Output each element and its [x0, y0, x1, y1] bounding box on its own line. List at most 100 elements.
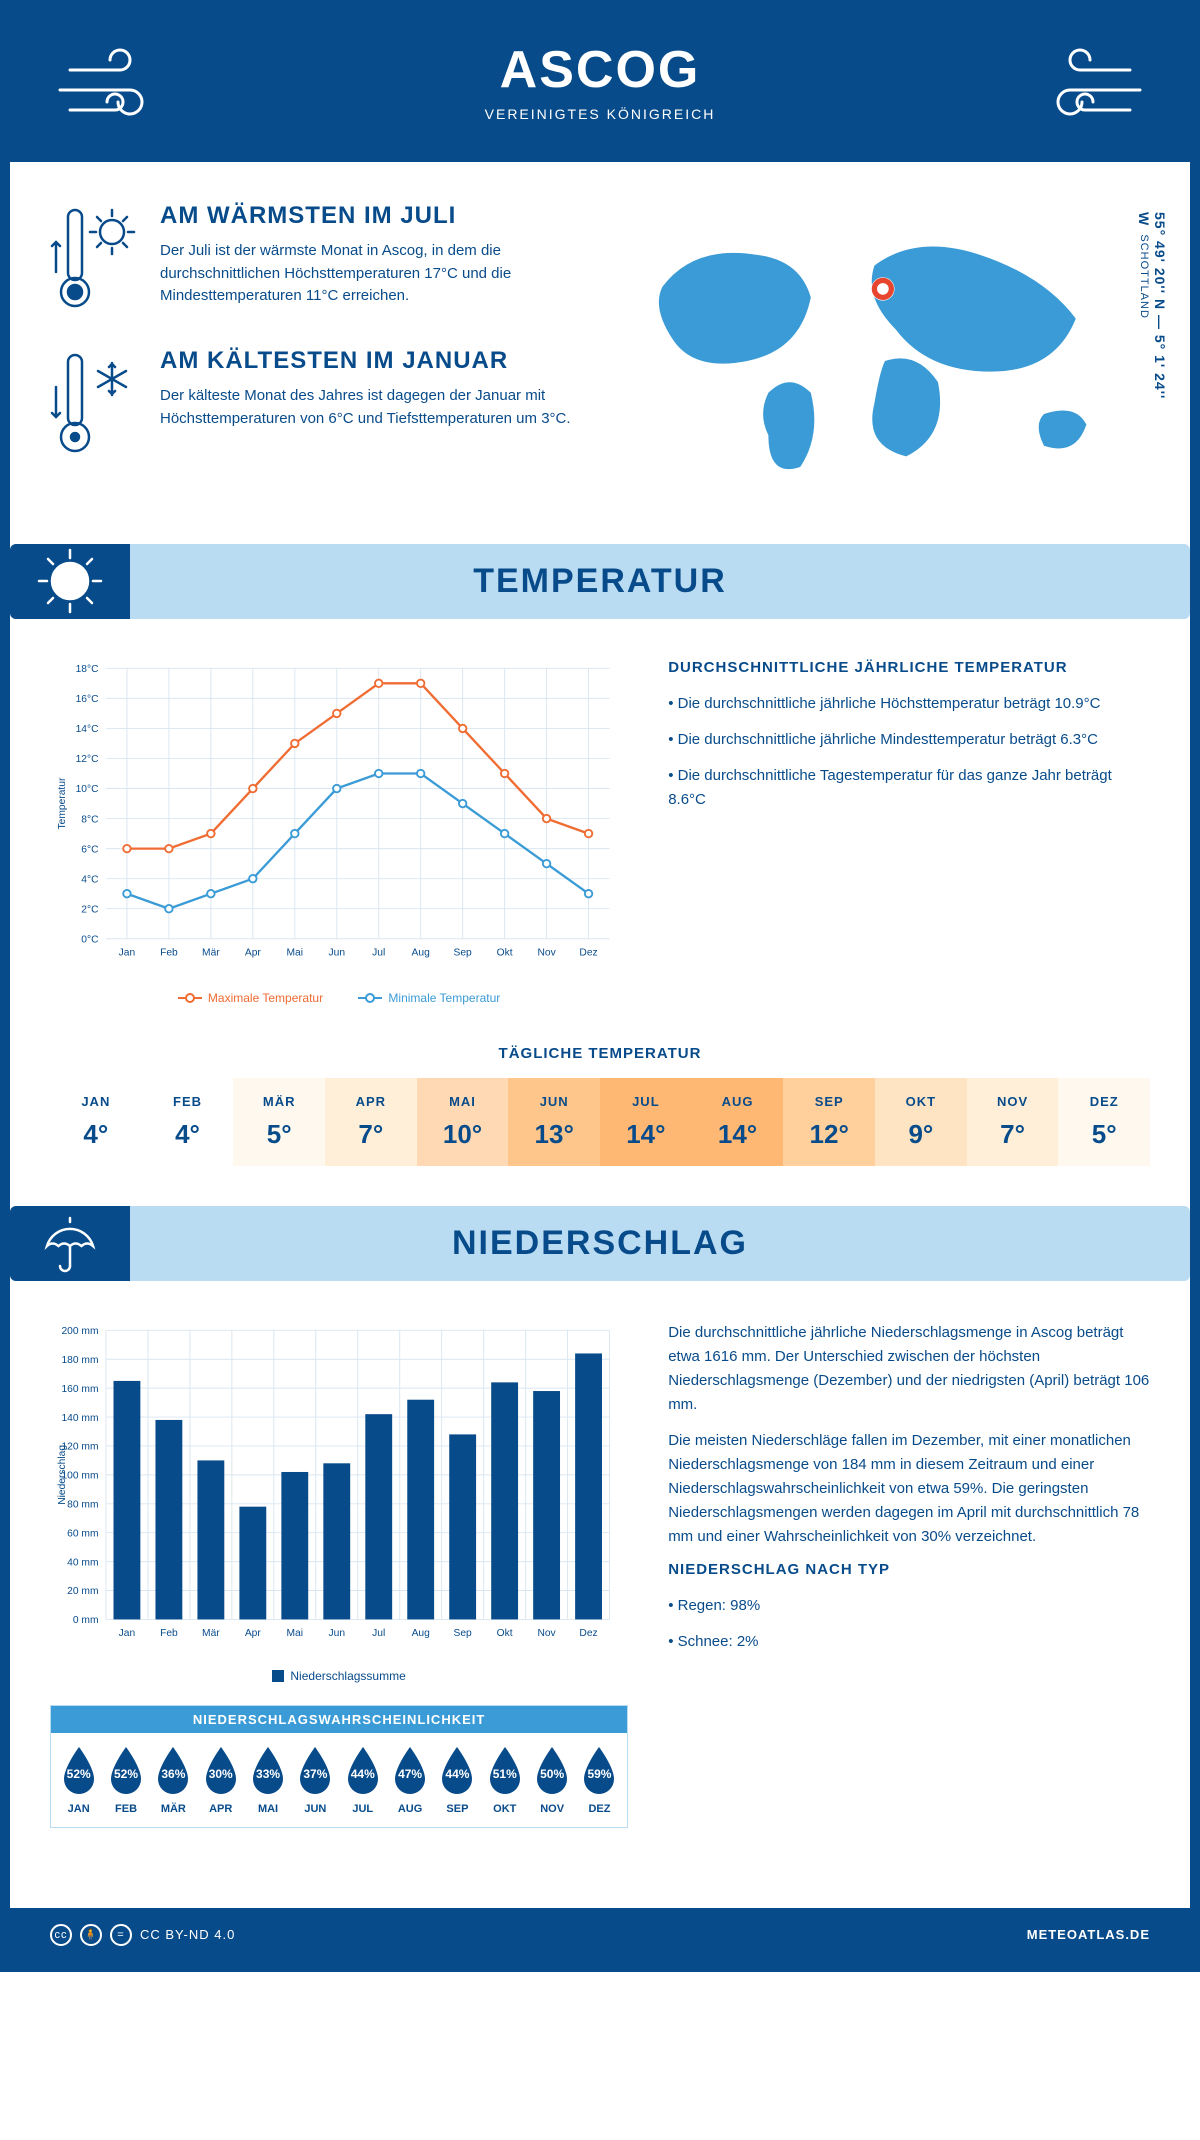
daily-temperature-cell: JUN13°: [508, 1078, 600, 1166]
svg-text:18°C: 18°C: [76, 664, 100, 675]
temperature-summary: DURCHSCHNITTLICHE JÄHRLICHE TEMPERATUR D…: [668, 659, 1150, 1005]
license-text: CC BY-ND 4.0: [140, 1927, 235, 1942]
svg-text:Jul: Jul: [372, 1628, 385, 1639]
intro-row: AM WÄRMSTEN IM JULI Der Juli ist der wär…: [50, 202, 1150, 504]
header: ASCOG VEREINIGTES KÖNIGREICH: [10, 10, 1190, 162]
svg-text:Sep: Sep: [454, 1628, 473, 1639]
svg-text:180 mm: 180 mm: [61, 1355, 98, 1366]
svg-text:Jul: Jul: [372, 947, 385, 958]
svg-text:12°C: 12°C: [76, 754, 100, 765]
warmest-block: AM WÄRMSTEN IM JULI Der Juli ist der wär…: [50, 202, 580, 317]
probability-cell: 33%MAI: [244, 1745, 291, 1815]
daily-temperature-cell: DEZ5°: [1058, 1078, 1150, 1166]
svg-text:Niederschlag: Niederschlag: [57, 1445, 68, 1505]
svg-text:Feb: Feb: [160, 1628, 178, 1639]
svg-text:Okt: Okt: [497, 947, 513, 958]
svg-text:20 mm: 20 mm: [67, 1586, 98, 1597]
probability-cell: 59%DEZ: [576, 1745, 623, 1815]
world-map-block: 55° 49' 20'' N — 5° 1' 24'' W SCHOTTLAND: [620, 202, 1150, 504]
svg-text:Mär: Mär: [202, 1628, 220, 1639]
probability-cell: 52%JAN: [55, 1745, 102, 1815]
svg-text:Jun: Jun: [328, 947, 345, 958]
svg-text:8°C: 8°C: [81, 814, 99, 825]
daily-temperature-cell: JAN4°: [50, 1078, 142, 1166]
probability-cell: 47%AUG: [386, 1745, 433, 1815]
page-title: ASCOG: [50, 40, 1150, 100]
svg-text:Mai: Mai: [287, 947, 304, 958]
precipitation-paragraph: Die durchschnittliche jährliche Niedersc…: [668, 1321, 1150, 1417]
temperature-legend: Maximale Temperatur Minimale Temperatur: [50, 988, 628, 1005]
svg-text:Mai: Mai: [287, 1628, 304, 1639]
precipitation-paragraph: Die meisten Niederschläge fallen im Deze…: [668, 1429, 1150, 1549]
wind-icon: [1030, 40, 1150, 145]
precipitation-probability-box: NIEDERSCHLAGSWAHRSCHEINLICHKEIT 52%JAN52…: [50, 1705, 628, 1828]
wind-icon: [50, 40, 170, 145]
svg-text:Temperatur: Temperatur: [57, 777, 68, 829]
svg-text:Dez: Dez: [579, 1628, 597, 1639]
site-name: METEOATLAS.DE: [1027, 1927, 1150, 1942]
svg-text:Apr: Apr: [245, 947, 262, 958]
warmest-title: AM WÄRMSTEN IM JULI: [160, 202, 580, 230]
svg-text:Aug: Aug: [412, 1628, 431, 1639]
svg-text:10°C: 10°C: [76, 784, 100, 795]
svg-text:40 mm: 40 mm: [67, 1557, 98, 1568]
svg-text:Nov: Nov: [537, 947, 556, 958]
infographic-container: ASCOG VEREINIGTES KÖNIGREICH AM WÄRMSTEN…: [0, 0, 1200, 1972]
daily-temperature-row: JAN4°FEB4°MÄR5°APR7°MAI10°JUN13°JUL14°AU…: [50, 1078, 1150, 1166]
precipitation-probability-row: 52%JAN52%FEB36%MÄR30%APR33%MAI37%JUN44%J…: [51, 1733, 627, 1827]
license-block: cc 🧍 = CC BY-ND 4.0: [50, 1924, 235, 1946]
warmest-body: Der Juli ist der wärmste Monat in Ascog,…: [160, 240, 580, 308]
svg-text:14°C: 14°C: [76, 724, 100, 735]
precipitation-legend: Niederschlagssumme: [50, 1669, 628, 1685]
daily-temperature-cell: MÄR5°: [233, 1078, 325, 1166]
footer: cc 🧍 = CC BY-ND 4.0 METEOATLAS.DE: [10, 1908, 1190, 1962]
precipitation-bar-chart: 0 mm20 mm40 mm60 mm80 mm100 mm120 mm140 …: [50, 1321, 628, 1657]
cc-icon: cc: [50, 1924, 72, 1946]
coordinates: 55° 49' 20'' N — 5° 1' 24'' W SCHOTTLAND: [1136, 212, 1168, 504]
page-subtitle: VEREINIGTES KÖNIGREICH: [50, 106, 1150, 122]
precipitation-banner: NIEDERSCHLAG: [10, 1206, 1190, 1281]
temperature-line-chart: 0°C2°C4°C6°C8°C10°C12°C14°C16°C18°CJanFe…: [50, 659, 628, 976]
coldest-body: Der kälteste Monat des Jahres ist dagege…: [160, 385, 580, 430]
daily-temperature-cell: FEB4°: [142, 1078, 234, 1166]
daily-temperature-cell: OKT9°: [875, 1078, 967, 1166]
svg-text:0°C: 0°C: [81, 934, 99, 945]
daily-temperature-cell: APR7°: [325, 1078, 417, 1166]
probability-cell: 51%OKT: [481, 1745, 528, 1815]
temperature-summary-item: Die durchschnittliche jährliche Mindestt…: [668, 728, 1150, 752]
svg-text:Jan: Jan: [119, 947, 136, 958]
svg-text:2°C: 2°C: [81, 904, 99, 915]
precipitation-title: NIEDERSCHLAG: [452, 1224, 748, 1262]
temperature-banner: TEMPERATUR: [10, 544, 1190, 619]
umbrella-icon: [10, 1206, 130, 1281]
svg-text:16°C: 16°C: [76, 694, 100, 705]
svg-text:6°C: 6°C: [81, 844, 99, 855]
svg-text:Jun: Jun: [328, 1628, 345, 1639]
sun-icon: [10, 544, 130, 619]
content: AM WÄRMSTEN IM JULI Der Juli ist der wär…: [10, 162, 1190, 1908]
svg-text:4°C: 4°C: [81, 874, 99, 885]
svg-text:Sep: Sep: [454, 947, 473, 958]
svg-text:Apr: Apr: [245, 1628, 262, 1639]
svg-text:60 mm: 60 mm: [67, 1528, 98, 1539]
precipitation-type-list: Regen: 98%Schnee: 2%: [668, 1594, 1150, 1654]
precipitation-probability-title: NIEDERSCHLAGSWAHRSCHEINLICHKEIT: [51, 1706, 627, 1733]
coldest-title: AM KÄLTESTEN IM JANUAR: [160, 347, 580, 375]
precipitation-chart-row: 0 mm20 mm40 mm60 mm80 mm100 mm120 mm140 …: [50, 1321, 1150, 1828]
daily-temperature-cell: NOV7°: [967, 1078, 1059, 1166]
probability-cell: 36%MÄR: [150, 1745, 197, 1815]
probability-cell: 52%FEB: [102, 1745, 149, 1815]
svg-text:0 mm: 0 mm: [73, 1615, 99, 1626]
svg-text:Mär: Mär: [202, 947, 220, 958]
world-map-icon: [620, 202, 1150, 499]
thermometer-sun-icon: [50, 202, 140, 317]
by-icon: 🧍: [80, 1924, 102, 1946]
precipitation-type-item: Regen: 98%: [668, 1594, 1150, 1618]
svg-text:Dez: Dez: [579, 947, 597, 958]
temperature-summary-item: Die durchschnittliche jährliche Höchstte…: [668, 692, 1150, 716]
probability-cell: 44%JUL: [339, 1745, 386, 1815]
probability-cell: 37%JUN: [292, 1745, 339, 1815]
svg-text:140 mm: 140 mm: [61, 1413, 98, 1424]
svg-text:80 mm: 80 mm: [67, 1499, 98, 1510]
probability-cell: 50%NOV: [528, 1745, 575, 1815]
